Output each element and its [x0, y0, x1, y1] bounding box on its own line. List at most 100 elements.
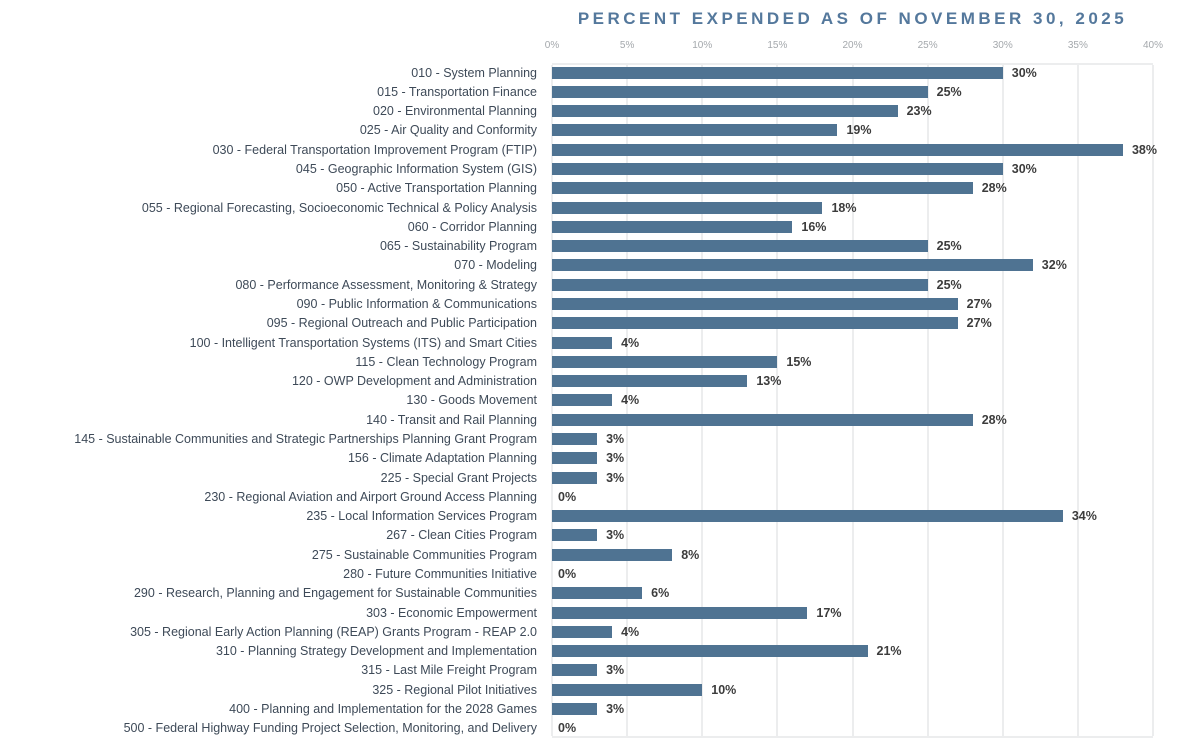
bar-cell: 15%	[552, 352, 1153, 371]
bar-cell: 13%	[552, 372, 1153, 391]
bar	[552, 182, 973, 195]
bar	[552, 336, 613, 349]
bar-cell: 3%	[552, 699, 1153, 718]
bar	[552, 220, 793, 233]
x-tick-label: 25%	[917, 40, 938, 51]
bar-row: 400 - Planning and Implementation for th…	[0, 699, 1153, 718]
value-label: 0%	[558, 721, 577, 736]
bar-row: 015 - Transportation Finance 25%	[0, 82, 1153, 101]
value-label: 23%	[906, 104, 932, 119]
bar-row: 090 - Public Information & Communication…	[0, 294, 1153, 313]
bar-row: 280 - Future Communities Initiative 0%	[0, 564, 1153, 583]
bar	[552, 85, 928, 98]
bar	[552, 163, 1003, 176]
category-label: 280 - Future Communities Initiative	[343, 566, 537, 581]
bar-row: 310 - Planning Strategy Development and …	[0, 641, 1153, 660]
bar	[552, 471, 598, 484]
bar	[552, 625, 613, 638]
value-label: 28%	[981, 412, 1007, 427]
bar-cell: 3%	[552, 661, 1153, 680]
bar-row: 230 - Regional Aviation and Airport Grou…	[0, 487, 1153, 506]
bar-row: 065 - Sustainability Program 25%	[0, 237, 1153, 256]
x-axis: 0% 5% 10% 15% 20% 25% 30% 35% 40%	[545, 40, 1163, 54]
bar	[552, 375, 748, 388]
value-label: 19%	[846, 123, 872, 138]
gridline	[926, 65, 929, 736]
bar-cell: 25%	[552, 237, 1153, 256]
bar-row: 130 - Goods Movement 4%	[0, 391, 1153, 410]
bar	[552, 355, 778, 368]
value-label: 18%	[831, 200, 857, 215]
x-tick-label: 35%	[1067, 40, 1088, 51]
value-label: 30%	[1011, 162, 1037, 177]
x-tick-label: 5%	[619, 40, 635, 51]
bar-row: 100 - Intelligent Transportation Systems…	[0, 333, 1153, 352]
bar-row: 020 - Environmental Planning 23%	[0, 102, 1153, 121]
bar-cell: 30%	[552, 63, 1153, 82]
value-label: 16%	[801, 219, 827, 234]
bar-cell: 8%	[552, 545, 1153, 564]
category-label: 305 - Regional Early Action Planning (RE…	[130, 624, 537, 639]
category-label: 303 - Economic Empowerment	[366, 605, 537, 620]
category-label: 230 - Regional Aviation and Airport Grou…	[204, 489, 537, 504]
chart-title: PERCENT EXPENDED AS OF NOVEMBER 30, 2025	[577, 9, 1128, 28]
bar-row: 325 - Regional Pilot Initiatives 10%	[0, 680, 1153, 699]
category-label: 020 - Environmental Planning	[373, 104, 537, 119]
bar-cell: 28%	[552, 179, 1153, 198]
bar-cell: 10%	[552, 680, 1153, 699]
bar	[552, 587, 643, 600]
bar-cell: 3%	[552, 526, 1153, 545]
category-label: 225 - Special Grant Projects	[380, 470, 537, 485]
gridline	[776, 65, 779, 736]
value-label: 15%	[786, 354, 812, 369]
value-label: 38%	[1131, 142, 1157, 157]
gridline	[1152, 65, 1154, 736]
bar-row: 156 - Climate Adaptation Planning 3%	[0, 449, 1153, 468]
bar-cell: 30%	[552, 159, 1153, 178]
category-label: 030 - Federal Transportation Improvement…	[212, 142, 537, 157]
bar-cell: 34%	[552, 506, 1153, 525]
category-label: 090 - Public Information & Communication…	[296, 297, 537, 312]
bar-cell: 25%	[552, 275, 1153, 294]
category-label: 290 - Research, Planning and Engagement …	[133, 586, 537, 601]
bar-row: 290 - Research, Planning and Engagement …	[0, 584, 1153, 603]
bar	[552, 66, 1003, 79]
bar	[552, 529, 598, 542]
bar-row: 500 - Federal Highway Funding Project Se…	[0, 719, 1153, 738]
value-label: 21%	[876, 644, 902, 659]
bar-cell: 3%	[552, 449, 1153, 468]
category-label: 055 - Regional Forecasting, Socioeconomi…	[141, 200, 537, 215]
category-label: 045 - Geographic Information System (GIS…	[295, 162, 537, 177]
bar	[552, 606, 808, 619]
value-label: 8%	[681, 547, 700, 562]
bar	[552, 124, 838, 137]
category-label: 095 - Regional Outreach and Public Parti…	[266, 316, 537, 331]
value-label: 3%	[606, 701, 625, 716]
bar	[552, 510, 1063, 523]
bar-row: 225 - Special Grant Projects 3%	[0, 468, 1153, 487]
category-label: 235 - Local Information Services Program	[306, 509, 537, 524]
value-label: 4%	[621, 624, 640, 639]
x-tick-label: 30%	[992, 40, 1013, 51]
bar-row: 115 - Clean Technology Program 15%	[0, 352, 1153, 371]
value-label: 25%	[936, 84, 962, 99]
bar-row: 070 - Modeling 32%	[0, 256, 1153, 275]
value-label: 25%	[936, 277, 962, 292]
category-label: 080 - Performance Assessment, Monitoring…	[235, 277, 537, 292]
value-label: 0%	[558, 566, 577, 581]
gridline	[626, 65, 629, 736]
bar-cell: 4%	[552, 333, 1153, 352]
bar	[552, 278, 928, 291]
bar	[552, 240, 928, 253]
value-label: 27%	[966, 316, 992, 331]
bar-cell: 4%	[552, 391, 1153, 410]
bar-row: 275 - Sustainable Communities Program 8%	[0, 545, 1153, 564]
bar-row: 303 - Economic Empowerment 17%	[0, 603, 1153, 622]
bar	[552, 683, 703, 696]
bar-cell: 21%	[552, 641, 1153, 660]
bar-row: 305 - Regional Early Action Planning (RE…	[0, 622, 1153, 641]
bar	[552, 259, 1033, 272]
bar-cell: 27%	[552, 314, 1153, 333]
bar-cell: 32%	[552, 256, 1153, 275]
